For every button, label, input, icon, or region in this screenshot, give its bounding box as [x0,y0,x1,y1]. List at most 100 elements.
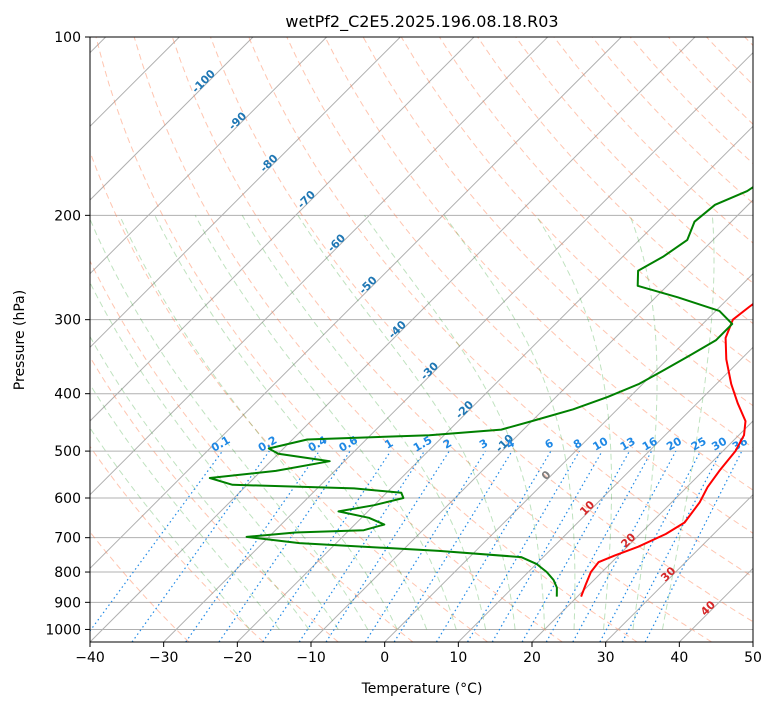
mixing-ratio-line [325,450,450,642]
x-tick-label: 50 [744,650,762,666]
mixing-ratio-line [298,450,425,642]
y-axis-label: Pressure (hPa) [12,290,28,390]
moist-adiabat [90,383,280,630]
moist-adiabat [194,215,457,630]
moist-adiabat [661,215,715,630]
temperature-profile [580,302,753,597]
isotherm-line [457,346,753,642]
x-axis-label: Temperature (°C) [361,681,483,697]
moist-adiabat [90,335,310,630]
isotherm-label: -90 [226,109,249,132]
mixing-ratio-line [466,450,580,642]
isotherm-line [90,37,622,570]
mixing-ratio-line [131,450,270,642]
moist-adiabat [119,215,398,630]
isotherm-line [752,641,753,642]
isotherm-label: 10 [577,498,597,518]
y-tick-label: 1000 [45,622,81,638]
mixing-ratio-line [364,450,486,642]
dewpoint-profile [208,186,753,597]
dry-adiabat [591,37,753,204]
profile-lines [208,186,753,597]
x-tick-label: 10 [449,650,467,666]
mixing-ratio-line [545,450,653,642]
dry-adiabat [286,37,753,534]
y-tick-label: 600 [54,491,81,507]
dry-adiabat [90,259,414,642]
dry-adiabat [171,37,712,642]
moist-adiabat [535,215,612,630]
moist-adiabat [241,215,487,630]
x-tick-label: 0 [380,650,389,666]
y-tick-label: 900 [54,595,81,611]
isotherm-line [531,420,753,642]
y-tick-label: 100 [54,30,81,46]
mixing-ratio-line [491,450,603,642]
chart-title: wetPf2_C2E5.2025.196.08.18.R03 [285,12,558,32]
dry-adiabat [248,37,753,578]
moist-adiabat [629,215,658,630]
x-tick-label: 30 [597,650,615,666]
dry-adiabat [90,356,339,642]
isotherm-line [90,37,401,349]
x-tick-label: 40 [670,650,688,666]
isotherm-label: -30 [418,359,441,382]
dry-adiabat [744,37,753,47]
moist-adiabat [90,217,369,630]
x-tick-label: 20 [523,650,541,666]
y-axis: 100 200 300 400 500 600 700 800 900 1000 [45,30,90,638]
moist-adiabat [443,215,576,630]
x-tick-label: −20 [223,650,253,666]
y-tick-label: 400 [54,387,81,403]
y-tick-label: 700 [54,531,81,547]
isotherm-label: -70 [295,188,318,211]
isotherm-label: 40 [698,598,718,618]
dry-adiabat [324,37,753,491]
x-axis: −40 −30 −20 −10 0 10 20 30 40 50 [75,642,762,666]
y-tick-label: 800 [54,565,81,581]
mixing-ratio-label: 3 [477,437,490,452]
y-tick-label: 200 [54,208,81,224]
isotherm-line [678,567,753,642]
isotherm-label: -60 [325,231,348,254]
dry-adiabat [515,37,753,284]
dry-adiabat [90,150,488,642]
dry-adiabat [553,37,753,244]
moist-adiabat [90,427,251,630]
isotherm-line [310,199,753,642]
mixing-ratio-line [521,450,631,642]
x-tick-label: −40 [75,650,105,666]
dry-adiabat [95,37,563,642]
dry-adiabat [90,445,264,642]
mixing-ratio-line [572,450,677,642]
moist-adiabat [297,215,516,630]
mixing-ratio-line [218,450,351,642]
mixing-ratio-line [435,450,552,642]
dry-adiabat [133,37,638,642]
dry-adiabat [668,37,753,125]
plot-frame [89,36,754,643]
isotherm-line [384,272,753,642]
dry-adiabat [90,531,190,642]
moist-adiabat [364,215,546,630]
isotherm-line [90,37,328,275]
isotherm-label: -80 [257,152,280,175]
y-tick-label: 500 [54,444,81,460]
isotherm-label: -100 [189,67,218,96]
mixing-ratio-line [185,450,320,642]
isotherm-label: -20 [453,398,476,421]
isotherm-line [605,493,753,642]
dry-adiabat [210,37,753,623]
isotherm-line [90,37,696,642]
mixing-ratio-line [599,450,702,642]
isotherm-line [90,37,254,201]
isotherm-line [90,37,549,496]
mixing-ratio-label: 6 [543,436,556,451]
mixing-ratio-line [393,450,513,642]
isotherm-line [90,37,475,422]
x-tick-label: −30 [149,650,179,666]
background-lines [90,37,753,642]
moist-adiabat [90,281,339,630]
x-tick-label: −10 [296,650,326,666]
